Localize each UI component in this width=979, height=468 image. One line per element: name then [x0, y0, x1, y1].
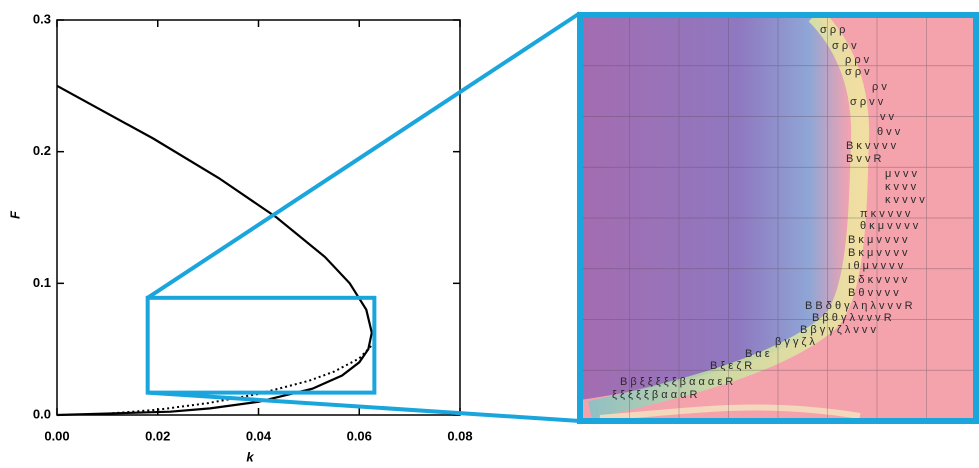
zoom-rect — [145, 295, 377, 395]
pattern-label: θ v v — [877, 126, 901, 138]
panel-frame — [577, 12, 979, 424]
pattern-label: B κ μ v v v v — [848, 234, 908, 246]
x-tick-label: 0.00 — [44, 428, 69, 443]
pattern-label: B δ κ v v v v — [848, 274, 908, 286]
pattern-label: B v v R — [846, 153, 882, 165]
y-tick-label: 0.1 — [33, 275, 51, 290]
pattern-label: κ v v v — [885, 181, 917, 193]
pattern-label: μ v v v — [885, 168, 918, 180]
x-tick-label: 0.02 — [145, 428, 170, 443]
pattern-label: B B δ θ γ λ η λ v v v R — [805, 300, 913, 312]
pattern-label: σ ρ ρ — [820, 24, 845, 36]
x-tick-label: 0.06 — [347, 428, 372, 443]
x-tick-label: 0.04 — [246, 428, 272, 443]
pattern-label: σ ρ v v — [850, 96, 884, 108]
y-tick-label: 0.0 — [33, 406, 51, 421]
pattern-label: B α ε — [745, 348, 770, 360]
pattern-label: B θ v v v v — [848, 287, 899, 299]
pattern-label: B β γ γ ζ λ v v v — [800, 324, 876, 336]
zoom-connector — [147, 390, 581, 423]
pattern-label: B β θ γ λ v v v R — [812, 312, 892, 324]
y-tick-label: 0.2 — [33, 143, 51, 158]
pattern-label: B ξ ε ζ R — [710, 360, 752, 372]
pattern-label: ρ ρ v — [845, 54, 870, 66]
pattern-label: B β ξ ξ ξ ξ ξ β α α α ε R — [620, 376, 733, 388]
pattern-label: σ ρ v — [832, 40, 857, 52]
zoom-connector — [146, 11, 582, 300]
curve — [56, 84, 373, 417]
pink-region — [580, 15, 976, 421]
pattern-label: ξ ξ ξ ξ ξ β α α α R — [612, 389, 698, 401]
pattern-label: ι θ μ v v v v — [848, 260, 904, 272]
x-tick-label: 0.08 — [447, 428, 472, 443]
plot-frame — [56, 19, 461, 416]
x-axis-label: k — [246, 449, 254, 464]
y-axis-label: F — [7, 210, 22, 219]
phase-panel — [580, 15, 976, 421]
y-tick-label: 0.3 — [33, 11, 51, 26]
curve — [107, 341, 376, 415]
pattern-label: B κ μ v v v v — [848, 247, 908, 259]
bottom-band — [599, 404, 861, 421]
pattern-label: θ κ μ v v v v — [860, 220, 919, 232]
pattern-label: κ v v v v — [885, 194, 925, 206]
pattern-label: v v — [880, 111, 895, 123]
pattern-band — [588, 15, 870, 419]
pattern-label: β γ γ ζ λ — [775, 336, 815, 348]
pattern-label: π κ v v v v — [860, 208, 911, 220]
panel-grid — [580, 15, 976, 421]
pattern-label: B κ v v v v — [846, 140, 897, 152]
pattern-label: ρ v — [872, 81, 887, 93]
pattern-label: σ ρ v — [845, 66, 870, 78]
